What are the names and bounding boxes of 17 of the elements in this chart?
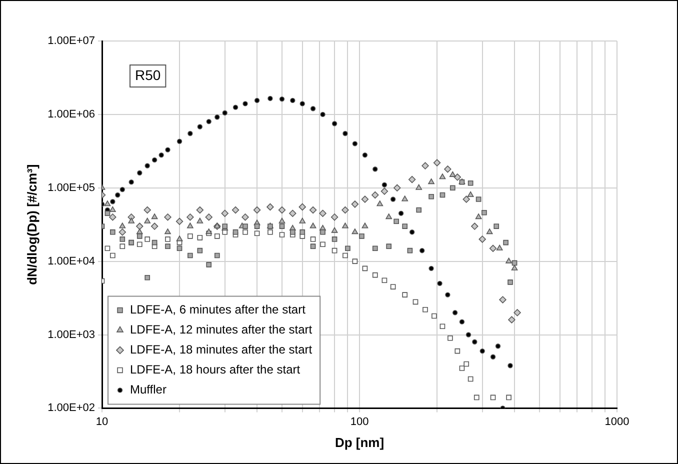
y-tick-label: 1.00E+03 [48,328,96,341]
x-tick-label: 1000 [604,416,630,428]
legend-label: LDFE-A, 12 minutes after the start [130,322,313,337]
x-tick-label: 10 [96,416,108,428]
y-tick-label: 1.00E+04 [48,255,96,268]
y-tick-label: 1.00E+06 [48,108,96,120]
y-tick-label: 1.00E+05 [48,182,96,194]
annotation: R50 [135,66,161,83]
legend-label: LDFE-A, 18 minutes after the start [130,342,313,357]
y-tick-label: 1.00E+07 [48,35,96,48]
y-axis-title: dN/dlog(Dp) [#/cm³] [24,164,40,285]
x-axis-title: Dp [nm] [334,434,384,450]
legend-label: LDFE-A, 6 minutes after the start [130,302,306,317]
x-tick-label: 100 [350,416,369,428]
legend-label: LDFE-A, 18 hours after the start [130,362,301,377]
legend-label: Muffler [130,382,166,397]
y-tick-label: 1.00E+02 [48,402,96,414]
